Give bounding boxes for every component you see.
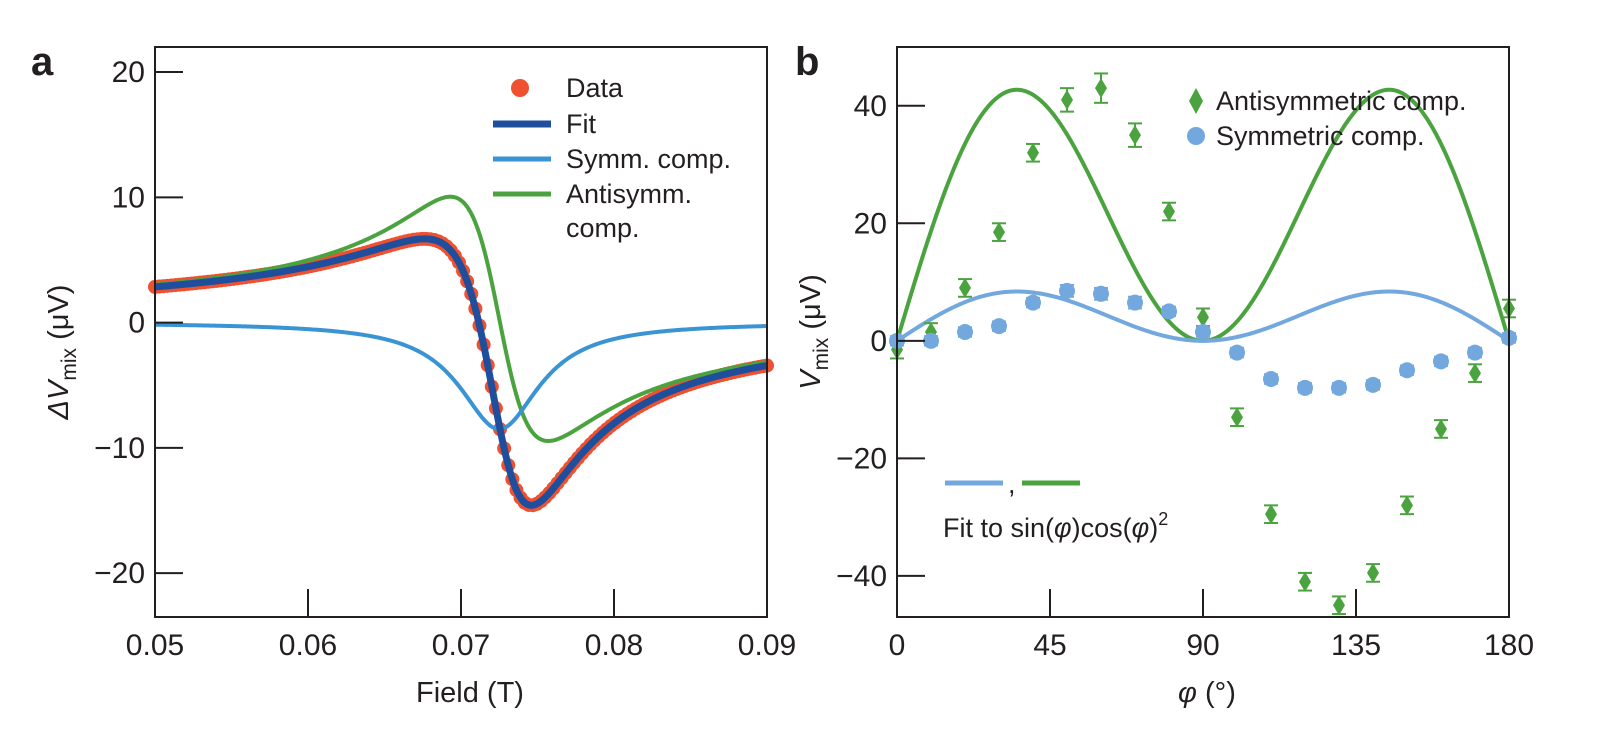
fit-annotation: , Fit to sin(φ)cos(φ)2	[943, 469, 1168, 543]
sym-data-point	[1059, 282, 1075, 299]
panel-b-ytick-label: 20	[854, 207, 887, 240]
panel-a-xtick-label: 0.06	[279, 629, 337, 662]
symm-comp-line	[154, 322, 768, 432]
legend-symm-label: Symm. comp.	[566, 144, 731, 174]
sym-data-point	[1263, 371, 1279, 388]
sym-data-point	[1399, 362, 1415, 379]
legend-data-label: Data	[566, 73, 624, 103]
sym-data-point	[1331, 379, 1347, 396]
sym-data-point	[1025, 294, 1041, 311]
sym-data-point	[991, 318, 1007, 335]
panel-a-xtick-label: 0.05	[126, 629, 184, 662]
antisym-data-point	[1299, 571, 1311, 592]
antisym-data-point	[1061, 89, 1073, 110]
fit-formula-text: Fit to sin(φ)cos(φ)2	[943, 509, 1168, 543]
antisym-data-point	[993, 222, 1005, 243]
panel-b-ytick-label: −40	[836, 560, 887, 593]
sym-data-point	[1093, 285, 1109, 302]
panel-b-xtick-label: 0	[889, 629, 906, 662]
panel-a-ytick-label: 20	[112, 56, 145, 89]
legend-antisym-diamond	[1189, 88, 1203, 114]
legend-antisym-label: Antisymmetric comp.	[1216, 86, 1467, 116]
panel-a-xtick-label: 0.07	[432, 629, 490, 662]
panel-b-ytick-label: −20	[836, 442, 887, 475]
antisym-data-point	[1095, 78, 1107, 99]
antisym-data-point	[1401, 495, 1413, 516]
panel-b-legend: Antisymmetric comp. Symmetric comp.	[1187, 86, 1467, 151]
antisym-data-point	[1367, 562, 1379, 583]
panel-a-xtick-label: 0.08	[585, 629, 643, 662]
antisym-data-point	[1197, 307, 1209, 328]
sym-fit-line	[895, 289, 1511, 343]
fit-line	[154, 235, 768, 509]
legend-data-marker	[511, 79, 529, 97]
panel-b-xtick-label: 180	[1484, 629, 1534, 662]
sym-data-point	[1229, 344, 1245, 361]
legend-sym-label: Symmetric comp.	[1216, 121, 1425, 151]
panel-a-chart: a 0.05 0.06 0.07 0.08 0.09 −20 −10 0 10 20 Field …	[31, 40, 796, 709]
panel-a-ytick-label: −20	[94, 557, 145, 590]
sym-data-point	[1297, 379, 1313, 396]
antisym-data-point	[1163, 201, 1175, 222]
legend-antisymm-label-2: comp.	[566, 213, 640, 243]
sym-data-point	[1161, 303, 1177, 320]
panel-a-ylabel: ΔVmix (μV)	[43, 285, 81, 421]
legend-antisymm-label: Antisymm.	[566, 179, 692, 209]
antisym-data-point	[1231, 407, 1243, 428]
sym-data-point	[1365, 376, 1381, 393]
antisym-data-point	[1333, 595, 1345, 616]
panel-b-xtick-label: 45	[1033, 629, 1066, 662]
sym-data-point	[923, 332, 939, 349]
antisym-data-point	[1265, 504, 1277, 525]
sym-data-point	[1127, 294, 1143, 311]
panel-a-legend: Data Fit Symm. comp. Antisymm. comp.	[493, 73, 731, 243]
sym-data-point	[1467, 344, 1483, 361]
sym-data-point	[957, 324, 973, 340]
panel-a-ytick-label: 0	[128, 307, 145, 340]
antisym-data-point	[1129, 125, 1141, 146]
sym-data-point	[1433, 353, 1449, 370]
sym-data-point	[1195, 324, 1211, 340]
panel-b-ylabel: Vmix (μV)	[795, 274, 833, 389]
panel-b-ytick-label: 0	[870, 325, 887, 358]
panel-a-label: a	[31, 40, 54, 84]
antisym-data-point	[1469, 363, 1481, 384]
panel-b-xtick-label: 135	[1331, 629, 1381, 662]
panel-a-xlabel: Field (T)	[416, 677, 524, 709]
antisym-data-point	[1435, 418, 1447, 439]
panel-a-ytick-label: 10	[112, 181, 145, 214]
panel-a-ytick-label: −10	[94, 432, 145, 465]
antisymm-comp-line	[154, 194, 768, 443]
fit-swatch-comma: ,	[1008, 469, 1016, 499]
legend-sym-marker	[1187, 127, 1205, 145]
antisym-data-point	[959, 277, 971, 298]
panel-a-xtick-label: 0.09	[738, 629, 796, 662]
panel-b-chart: b 0 45 90 135 180 −40 −20 0 20 40 φ (°) Vmix (μV)…	[795, 40, 1534, 709]
panel-b-label: b	[795, 40, 819, 84]
panel-b-xlabel: φ (°)	[1178, 677, 1236, 709]
panel-b-xtick-label: 90	[1186, 629, 1219, 662]
panel-b-ytick-label: 40	[854, 90, 887, 123]
antisym-data-point	[1027, 142, 1039, 163]
legend-fit-label: Fit	[566, 109, 596, 139]
